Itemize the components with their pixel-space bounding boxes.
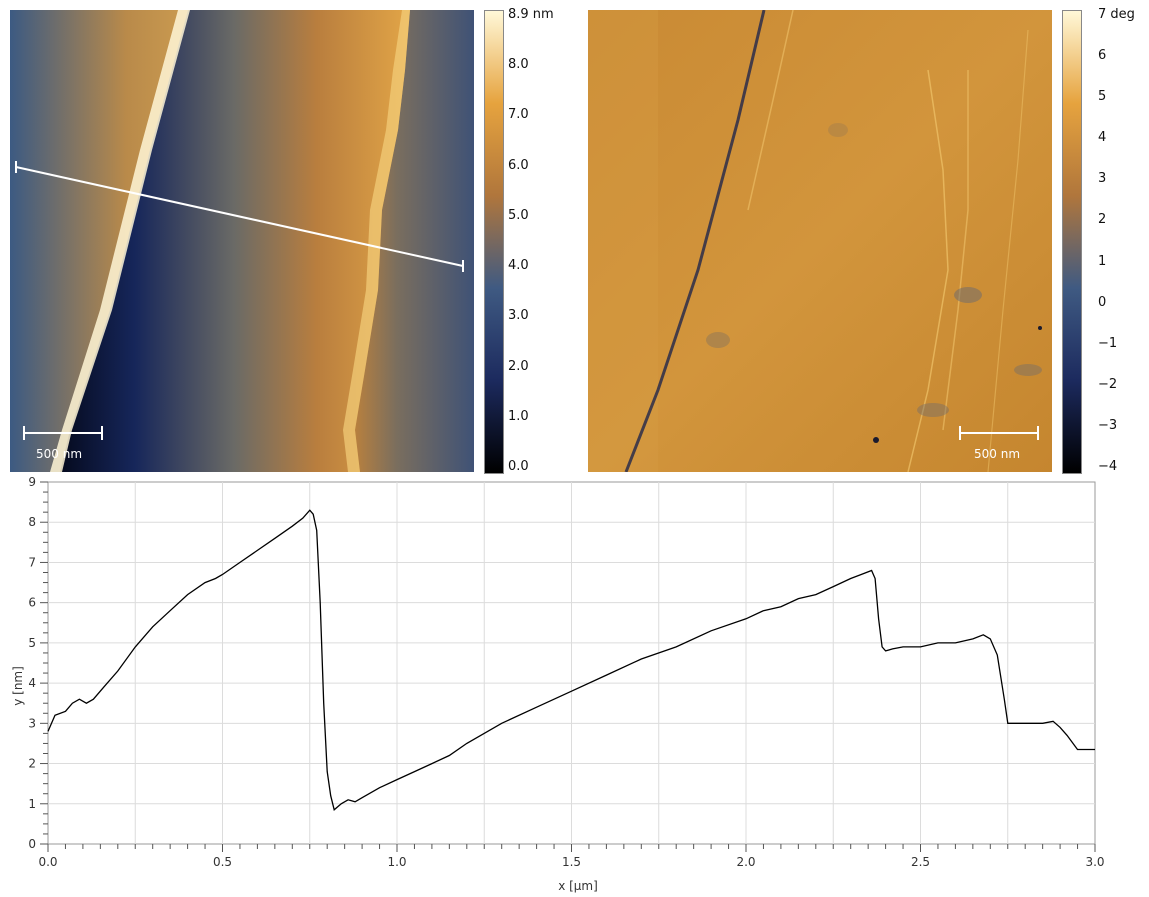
x-tick-label: 0.5 bbox=[213, 855, 232, 869]
phase-colorbar-label: −4 bbox=[1098, 459, 1118, 474]
topography-colorbar-label: 8.9 nm bbox=[508, 7, 554, 22]
phase-colorbar-label: −1 bbox=[1098, 335, 1118, 351]
phase-colorbar-label: −3 bbox=[1098, 417, 1118, 433]
phase-scale-bar: 500 nm bbox=[959, 426, 1039, 461]
chart-series bbox=[47, 509, 1095, 811]
phase-colorbar-label: 6 bbox=[1098, 48, 1107, 64]
topography-colorbar-label: 7.0 bbox=[508, 107, 529, 123]
topography-image: 500 nm bbox=[10, 10, 474, 472]
y-tick-label: 8 bbox=[28, 515, 36, 529]
chart-axes: 0.0 0.5 1.0 1.5 2.0 2.5 3.0 0 1 2 3 4 5 6 7 8 9 bbox=[28, 475, 1104, 869]
topography-colorbar bbox=[484, 10, 504, 474]
phase-image: 500 nm bbox=[588, 10, 1052, 472]
topography-colorbar-label: 6.0 bbox=[508, 157, 529, 173]
topography-colorbar-label: 3.0 bbox=[508, 308, 529, 324]
topography-colorbar-label: 2.0 bbox=[508, 358, 529, 374]
topography-colorbar-label: 5.0 bbox=[508, 207, 529, 223]
topography-colorbar-label: 0.0 bbox=[508, 459, 529, 474]
topography-scale-label: 500 nm bbox=[36, 447, 82, 461]
topography-colorbar-label: 8.0 bbox=[508, 57, 529, 73]
phase-map: 500 nm bbox=[588, 10, 1052, 472]
topography-colorbar-label: 1.0 bbox=[508, 408, 529, 424]
x-tick-label: 2.5 bbox=[911, 855, 930, 869]
phase-colorbar-label: 5 bbox=[1098, 89, 1107, 105]
x-axis-label: x [µm] bbox=[558, 879, 598, 893]
y-tick-label: 9 bbox=[28, 475, 36, 489]
x-tick-label: 1.0 bbox=[387, 855, 406, 869]
phase-scale-label: 500 nm bbox=[974, 447, 1020, 461]
y-tick-label: 4 bbox=[28, 676, 36, 690]
x-tick-label: 0.0 bbox=[38, 855, 57, 869]
topography-colorbar-label: 4.0 bbox=[508, 258, 529, 274]
profile-chart: 0.0 0.5 1.0 1.5 2.0 2.5 3.0 0 1 2 3 4 5 6 7 8 9 x [µm] y… bbox=[11, 475, 1105, 893]
chart-grid bbox=[47, 481, 1096, 845]
topography-scale-bar: 500 nm bbox=[23, 426, 103, 461]
y-tick-label: 2 bbox=[28, 757, 36, 771]
phase-colorbar-label: 2 bbox=[1098, 212, 1107, 228]
phase-colorbar-label: 1 bbox=[1098, 253, 1107, 269]
y-tick-label: 1 bbox=[28, 797, 36, 811]
phase-colorbar-label: 7 deg bbox=[1098, 7, 1135, 22]
y-tick-label: 3 bbox=[28, 716, 36, 730]
phase-colorbar-label: 3 bbox=[1098, 171, 1107, 187]
phase-colorbar-label: −2 bbox=[1098, 376, 1118, 392]
x-tick-label: 2.0 bbox=[736, 855, 755, 869]
profile-series-line bbox=[47, 509, 1095, 811]
topography-map: 500 nm bbox=[10, 10, 474, 472]
y-tick-label: 5 bbox=[28, 636, 36, 650]
y-tick-label: 7 bbox=[28, 555, 36, 569]
y-tick-label: 0 bbox=[28, 837, 36, 851]
phase-colorbar bbox=[1062, 10, 1082, 474]
y-tick-label: 6 bbox=[28, 596, 36, 610]
profile-line bbox=[15, 166, 464, 267]
phase-colorbar-label: 0 bbox=[1098, 294, 1107, 310]
x-tick-label: 3.0 bbox=[1085, 855, 1104, 869]
x-tick-label: 1.5 bbox=[562, 855, 581, 869]
y-axis-label: y [nm] bbox=[11, 666, 25, 706]
phase-colorbar-label: 4 bbox=[1098, 130, 1107, 146]
